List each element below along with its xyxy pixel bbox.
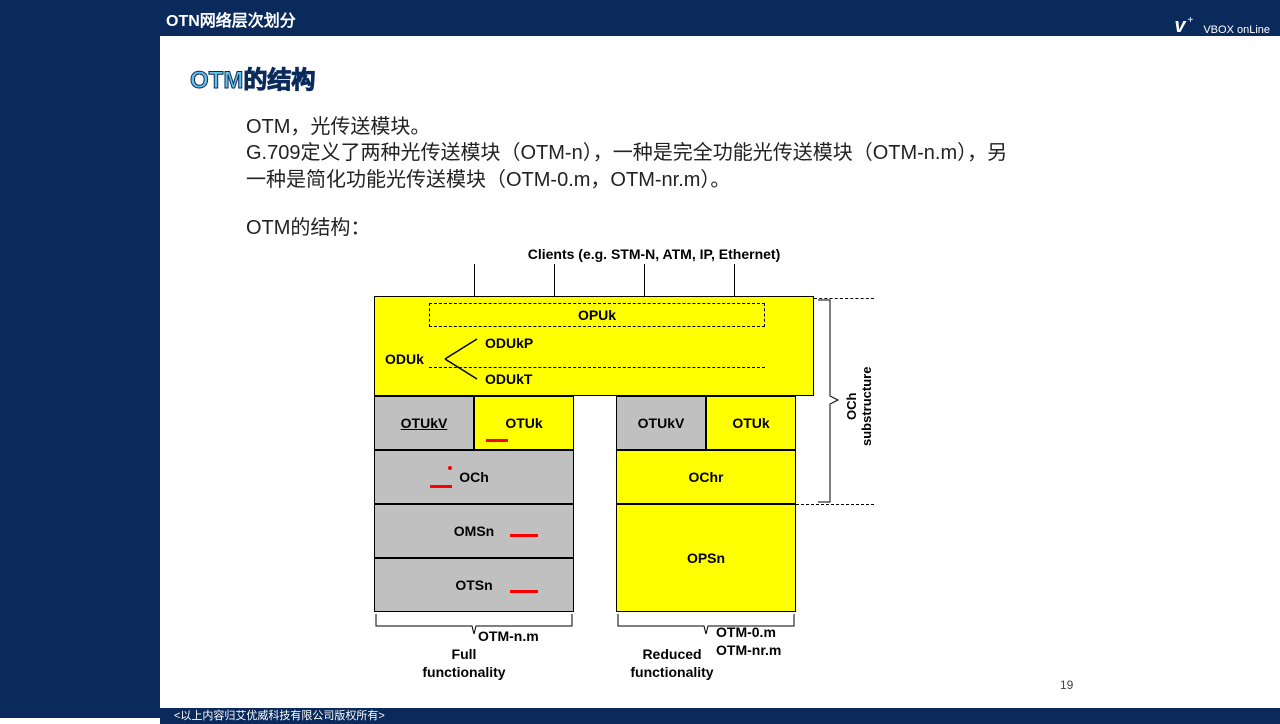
clients-label: Clients (e.g. STM-N, ATM, IP, Ethernet)	[434, 246, 874, 262]
right-otuk-cell: OTUk	[706, 396, 796, 450]
left-otsn-label: OTSn	[455, 577, 492, 593]
left-bracket-label: OTM-n.m	[478, 628, 558, 644]
right-bracket-label2: OTM-nr.m	[716, 642, 806, 658]
client-drop-line	[474, 264, 475, 296]
brand-plus: +	[1188, 15, 1194, 26]
oduk-bracket-icon	[441, 335, 481, 383]
och-side-line2: substructure	[859, 336, 874, 476]
client-drop-line	[734, 264, 735, 296]
right-ochr-cell: OChr	[616, 450, 796, 504]
left-bottom-label2: functionality	[404, 664, 524, 680]
body-line1: OTM，光传送模块。	[246, 114, 1026, 140]
slide-title-bar: OTN网络层次划分	[160, 8, 1280, 36]
right-opsn-label: OPSn	[687, 550, 725, 566]
page-number: 19	[1060, 678, 1073, 692]
left-sidebar-strip	[0, 8, 160, 718]
right-bracket-label1: OTM-0.m	[716, 624, 806, 640]
section-title: OTM的结构	[190, 60, 315, 95]
odukt-label: ODUkT	[485, 371, 532, 387]
left-och-cell: OCh	[374, 450, 574, 504]
left-omsn-label: OMSn	[454, 523, 494, 539]
right-bottom-label1: Reduced	[622, 646, 722, 662]
brand-text: VBOX onLine	[1203, 24, 1270, 36]
left-otukv-cell: OTUkV	[374, 396, 474, 450]
och-side-line1: OCh	[844, 336, 859, 476]
left-och-label: OCh	[459, 469, 489, 485]
body-text: OTM，光传送模块。 G.709定义了两种光传送模块（OTM-n），一种是完全功…	[246, 114, 1026, 242]
left-otuk-label: OTUk	[505, 415, 542, 431]
client-drop-line	[554, 264, 555, 296]
slide-title: OTN网络层次划分	[166, 13, 296, 30]
red-mark-icon	[430, 485, 452, 488]
window-top-strip	[0, 0, 1280, 8]
right-otukv-label: OTUkV	[638, 415, 685, 431]
footer-bar: <以上内容归艾优威科技有限公司版权所有>	[160, 708, 1280, 724]
brand-mark: v	[1174, 16, 1185, 36]
left-omsn-cell: OMSn	[374, 504, 574, 558]
odukp-label: ODUkP	[485, 335, 533, 351]
right-bottom-label2: functionality	[622, 664, 722, 680]
opuk-label: OPUk	[429, 303, 765, 327]
left-bottom-label1: Full	[404, 646, 524, 662]
body-line3: OTM的结构：	[246, 215, 1026, 241]
footer-text: <以上内容归艾优威科技有限公司版权所有>	[174, 710, 385, 722]
body-line2: G.709定义了两种光传送模块（OTM-n），一种是完全功能光传送模块（OTM-…	[246, 140, 1026, 193]
left-otsn-cell: OTSn	[374, 558, 574, 612]
slide-body: OTM的结构 OTM，光传送模块。 G.709定义了两种光传送模块（OTM-n）…	[160, 36, 1124, 708]
right-otukv-cell: OTUkV	[616, 396, 706, 450]
red-mark-icon	[510, 590, 538, 593]
dashed-divider	[429, 367, 765, 368]
branding-block: v + VBOX onLine	[1174, 8, 1270, 36]
oduk-opuk-block: OPUk ODUk ODUkP ODUkT	[374, 296, 814, 396]
och-side-label: OCh substructure	[844, 336, 874, 476]
left-otukv-label: OTUkV	[401, 415, 448, 431]
section-title-text: OTM的结构	[190, 67, 315, 94]
oduk-label: ODUk	[385, 351, 424, 367]
red-dot-icon	[448, 466, 452, 470]
otm-structure-diagram: Clients (e.g. STM-N, ATM, IP, Ethernet) …	[374, 246, 1074, 686]
och-substructure-bracket-icon	[816, 296, 842, 506]
right-opsn-cell: OPSn	[616, 504, 796, 612]
client-drop-line	[644, 264, 645, 296]
red-mark-icon	[486, 439, 508, 442]
right-ochr-label: OChr	[689, 469, 724, 485]
red-mark-icon	[510, 534, 538, 537]
right-otuk-label: OTUk	[732, 415, 769, 431]
